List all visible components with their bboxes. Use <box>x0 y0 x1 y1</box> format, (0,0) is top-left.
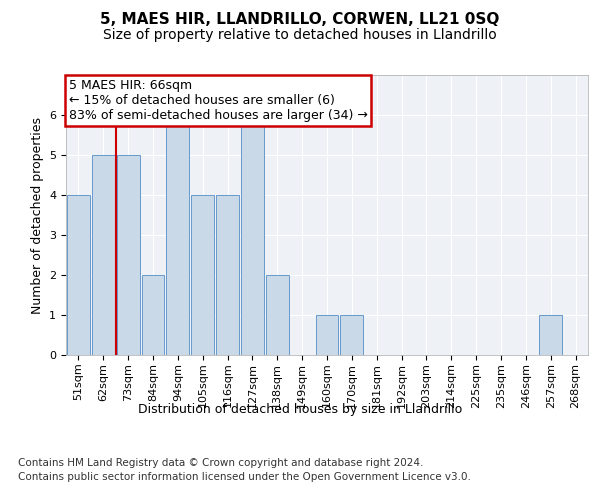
Bar <box>316 315 338 355</box>
Text: Size of property relative to detached houses in Llandrillo: Size of property relative to detached ho… <box>103 28 497 42</box>
Text: 5, MAES HIR, LLANDRILLO, CORWEN, LL21 0SQ: 5, MAES HIR, LLANDRILLO, CORWEN, LL21 0S… <box>100 12 500 28</box>
Y-axis label: Number of detached properties: Number of detached properties <box>31 116 44 314</box>
Bar <box>117 155 140 355</box>
Bar <box>142 275 164 355</box>
Bar <box>241 115 264 355</box>
Bar <box>539 315 562 355</box>
Bar <box>166 115 189 355</box>
Text: 5 MAES HIR: 66sqm
← 15% of detached houses are smaller (6)
83% of semi-detached : 5 MAES HIR: 66sqm ← 15% of detached hous… <box>68 79 367 122</box>
Text: Contains HM Land Registry data © Crown copyright and database right 2024.: Contains HM Land Registry data © Crown c… <box>18 458 424 468</box>
Text: Contains public sector information licensed under the Open Government Licence v3: Contains public sector information licen… <box>18 472 471 482</box>
Bar <box>340 315 363 355</box>
Bar <box>216 195 239 355</box>
Bar <box>67 195 90 355</box>
Bar <box>266 275 289 355</box>
Bar <box>191 195 214 355</box>
Text: Distribution of detached houses by size in Llandrillo: Distribution of detached houses by size … <box>138 402 462 415</box>
Bar <box>92 155 115 355</box>
